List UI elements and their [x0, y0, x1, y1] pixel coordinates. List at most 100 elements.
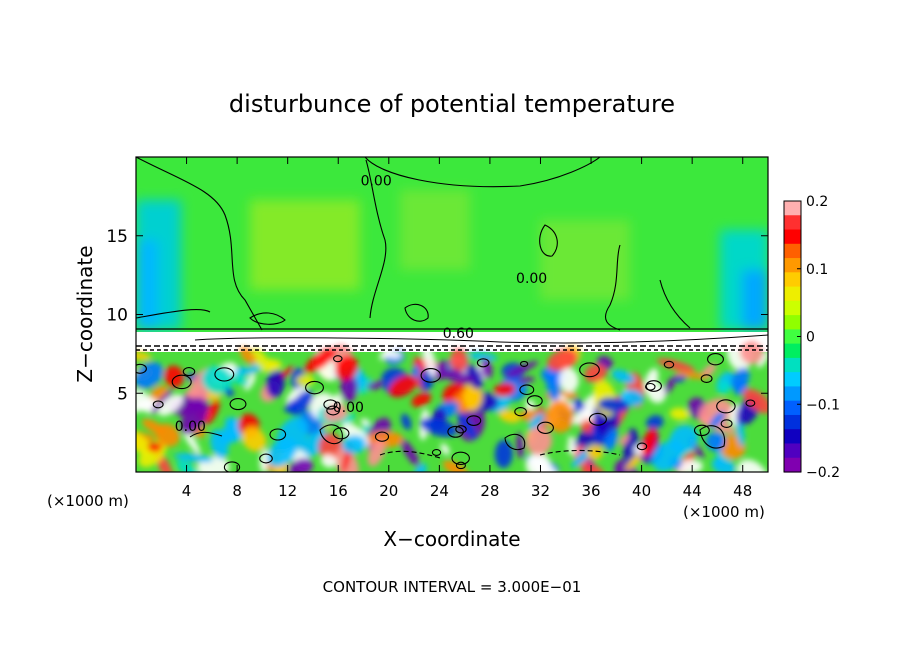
- turbulence-blob: [457, 411, 477, 440]
- colorbar-swatch: [784, 286, 801, 302]
- contour-label: 0.00: [516, 271, 547, 287]
- turbulence-blob: [288, 458, 314, 472]
- turbulence-blob: [646, 415, 664, 430]
- turbulence-blob: [298, 430, 330, 459]
- turbulence-blob: [559, 367, 579, 393]
- x-tick-label: 40: [632, 482, 651, 500]
- contour-loop: [269, 428, 287, 441]
- turbulence-blob: [674, 375, 687, 383]
- x-tick-label: 44: [683, 482, 702, 500]
- turbulence-blob: [737, 459, 768, 472]
- turbulence-blob: [611, 369, 636, 384]
- y-tick-label: 5: [117, 384, 128, 404]
- turbulence-blob: [597, 397, 630, 413]
- turbulence-blob: [360, 418, 370, 426]
- contour-loop: [136, 363, 147, 374]
- colorbar-tick-label: 0: [806, 330, 815, 346]
- turbulence-blob: [435, 366, 474, 385]
- colorbar-tick-label: 0.2: [806, 194, 828, 210]
- x-tick-label: 36: [581, 482, 600, 500]
- turbulence-blob: [506, 360, 539, 378]
- colorbar-swatch: [784, 414, 801, 430]
- turbulence-blob: [136, 351, 152, 361]
- x-tick-label: 16: [329, 482, 348, 500]
- turbulence-blob: [201, 365, 233, 395]
- colorbar-swatch: [784, 443, 801, 459]
- turbulence-blob: [176, 460, 200, 472]
- turbulence-blob: [266, 369, 285, 398]
- turbulence-blob: [450, 348, 468, 373]
- plot-field: 0.00 0.00 0.60 0.00 0.00: [136, 157, 768, 472]
- contour-loop: [447, 425, 464, 438]
- colorbar-swatch: [784, 229, 801, 245]
- turbulence-blob: [388, 375, 418, 398]
- colorbar-swatch: [784, 372, 801, 388]
- turbulence-blob: [385, 350, 402, 359]
- turbulence-blob: [528, 413, 545, 431]
- y-tick-label: 15: [106, 227, 128, 247]
- turbulence-blob: [442, 460, 469, 472]
- colorbar-swatch: [784, 429, 801, 445]
- contour-loop: [663, 360, 675, 369]
- turbulence-blob: [210, 429, 229, 460]
- turbulence-blob: [717, 380, 731, 394]
- colorbar-swatch: [784, 215, 801, 231]
- turbulence-blob: [669, 407, 690, 421]
- turbulence-blob: [225, 387, 234, 397]
- turbulence-blob: [335, 355, 358, 381]
- contour-loop: [579, 362, 600, 378]
- turbulence-blob: [567, 436, 576, 446]
- chart-title: disturbunce of potential temperature: [229, 90, 675, 118]
- turbulence-blob: [709, 411, 725, 429]
- contour-loop: [476, 358, 490, 368]
- contour-loop: [514, 407, 527, 417]
- colorbar-swatch: [784, 457, 801, 473]
- x-tick-label: 20: [379, 482, 398, 500]
- colorbar-swatch: [784, 243, 801, 259]
- contour-loop: [223, 461, 241, 472]
- turbulence-blob: [530, 456, 558, 472]
- x-tick-label: 8: [232, 482, 242, 500]
- turbulence-blob: [481, 358, 493, 379]
- turbulence-blob: [184, 389, 202, 399]
- turbulence-blob: [267, 437, 298, 468]
- turbulence-blob: [174, 453, 214, 463]
- inversion-band: [136, 332, 768, 352]
- turbulence-blob: [546, 366, 561, 401]
- contour-loop: [720, 419, 733, 428]
- turbulence-blob: [652, 440, 685, 472]
- contour-loop: [716, 399, 736, 414]
- contour-loop: [645, 382, 656, 391]
- turbulence-blob: [244, 373, 256, 391]
- contour-loop: [693, 424, 710, 437]
- turbulence-blob: [463, 382, 483, 411]
- contour-loop: [537, 421, 554, 434]
- turbulence-blob: [494, 439, 513, 469]
- turbulence-blob: [290, 390, 314, 416]
- turbulence-blob: [701, 363, 717, 378]
- turbulence-blob: [517, 376, 535, 384]
- contour-loop: [745, 399, 756, 407]
- turbulence-blob: [757, 350, 768, 369]
- colorbar-swatch: [784, 386, 801, 402]
- colorbar-swatch: [784, 329, 801, 345]
- contour-loop: [588, 412, 607, 426]
- turbulence-blob: [467, 352, 498, 361]
- turbulence-blob: [164, 365, 184, 388]
- contour-loop: [323, 399, 338, 410]
- turbulence-blob: [239, 347, 256, 365]
- colorbar-tick-label: −0.2: [806, 465, 840, 481]
- turbulence-blob: [743, 388, 768, 414]
- contour-loop: [259, 453, 273, 464]
- x-tick-label: 28: [480, 482, 499, 500]
- colorbar-swatch: [784, 357, 801, 373]
- contour-loop: [455, 461, 466, 470]
- turbulence-blob: [711, 457, 736, 472]
- x-unit-right: (×1000 m): [683, 503, 765, 521]
- colorbar-tick-label: 0.1: [806, 262, 828, 278]
- turbulence-blob: [265, 359, 275, 370]
- contour-loop: [182, 367, 196, 377]
- turbulence-blob: [323, 404, 348, 422]
- x-axis-label: X−coordinate: [383, 527, 520, 551]
